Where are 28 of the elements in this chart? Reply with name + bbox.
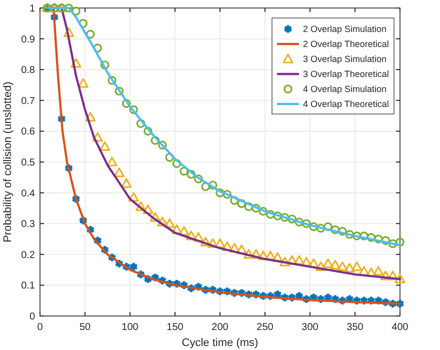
x-tick-label: 100 (122, 322, 139, 333)
legend-label: 3 Overlap Simulation (303, 54, 387, 64)
x-tick-label: 200 (212, 322, 229, 333)
legend-label: 2 Overlap Simulation (303, 24, 387, 34)
y-tick-label: 0.1 (21, 280, 36, 292)
y-tick-label: 0.5 (21, 158, 36, 168)
x-axis-title: Cycle time (ms) (182, 337, 258, 349)
y-tick-label: 0.7 (21, 96, 36, 107)
legend-label: 4 Overlap Theoretical (303, 99, 389, 110)
y-tick-label: 0.6 (21, 126, 36, 138)
y-tick-label: 0.8 (21, 65, 36, 76)
y-tick-label: 0.9 (21, 34, 36, 46)
legend-label: 2 Overlap Theoretical (303, 39, 389, 50)
legend-label: 4 Overlap Simulation (303, 84, 387, 94)
y-tick-label: 1 (29, 4, 36, 14)
x-tick-label: 300 (302, 322, 319, 333)
x-tick-label: 150 (166, 322, 184, 333)
x-tick-label: 400 (392, 322, 409, 333)
legend-label: 3 Overlap Theoretical (303, 69, 389, 80)
x-tick-label: 50 (79, 322, 91, 333)
y-axis-title: Probability of collision (unslotted) (2, 82, 14, 242)
x-tick-label: 350 (346, 322, 364, 333)
y-tick-label: 0.4 (21, 188, 36, 200)
y-tick-label: 0 (29, 312, 36, 322)
x-tick-label: 0 (37, 322, 44, 333)
x-tick-label: 250 (256, 322, 274, 333)
y-tick-label: 0.3 (21, 219, 36, 230)
y-tick-label: 0.2 (21, 250, 36, 261)
